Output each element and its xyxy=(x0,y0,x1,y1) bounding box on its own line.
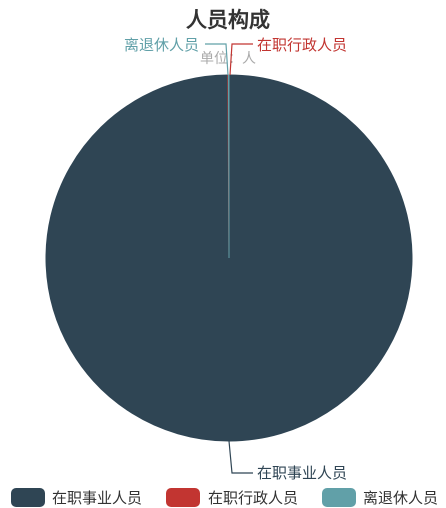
pie-slices xyxy=(45,74,413,442)
slice-label-lines xyxy=(205,43,253,474)
legend-label-shiye: 在职事业人员 xyxy=(52,489,142,507)
legend-item-xingzheng[interactable]: 在职行政人员 xyxy=(166,488,298,507)
leader-line-shiye xyxy=(228,440,253,474)
chart-title: 人员构成 xyxy=(186,8,270,32)
legend-item-lituixiu[interactable]: 离退休人员 xyxy=(322,488,438,507)
leader-line-lituixiu xyxy=(205,43,229,76)
legend-item-shiye[interactable]: 在职事业人员 xyxy=(11,488,142,507)
legend-label-lituixiu: 离退休人员 xyxy=(363,489,438,507)
slice-label-xingzheng: 在职行政人员 xyxy=(257,36,347,54)
chart-subtitle: 单位：人 xyxy=(200,51,256,67)
pie-slice-lituixiu[interactable] xyxy=(227,74,230,259)
slice-label-lituixiu: 离退休人员 xyxy=(124,36,199,54)
leader-line-xingzheng xyxy=(229,43,253,76)
legend-swatch-shiye xyxy=(11,488,45,507)
slice-label-shiye: 在职事业人员 xyxy=(257,464,347,482)
legend-label-xingzheng: 在职行政人员 xyxy=(208,489,298,507)
legend-swatch-lituixiu xyxy=(322,488,356,507)
legend-swatch-xingzheng xyxy=(166,488,200,507)
legend: 在职事业人员 在职行政人员 离退休人员 xyxy=(11,488,438,507)
